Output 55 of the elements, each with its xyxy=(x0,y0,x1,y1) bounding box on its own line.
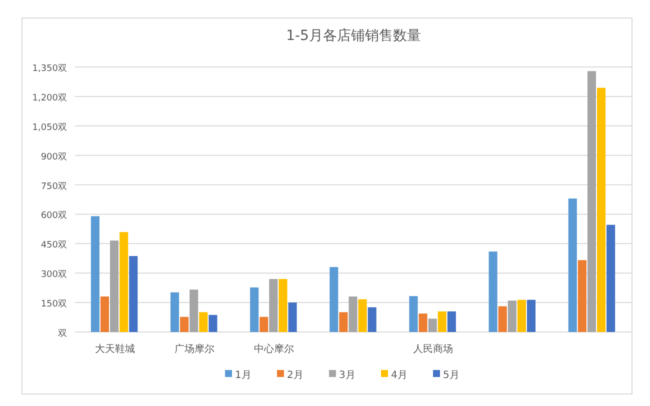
bar xyxy=(358,299,367,332)
bar xyxy=(330,267,338,332)
bar xyxy=(199,312,208,332)
bar xyxy=(447,311,456,332)
bar xyxy=(170,292,180,332)
x-tick-label: 人民商场 xyxy=(413,343,454,355)
bar xyxy=(339,312,348,332)
bar xyxy=(250,287,259,332)
x-tick-label: 大天鞋城 xyxy=(94,343,135,355)
bar xyxy=(288,302,297,332)
bar xyxy=(428,318,437,332)
bar xyxy=(578,260,586,332)
legend-label: 3月 xyxy=(339,370,356,381)
bar xyxy=(526,300,536,332)
bar xyxy=(508,300,516,332)
y-tick-label: 300双 xyxy=(40,270,67,280)
bar xyxy=(488,252,498,332)
bar xyxy=(260,316,268,332)
bar xyxy=(409,296,418,332)
bar xyxy=(190,290,198,332)
bar xyxy=(368,307,376,332)
y-tick-label: 900双 xyxy=(40,152,67,162)
bar xyxy=(90,216,100,332)
bar xyxy=(568,198,577,332)
y-tick-label: 750双 xyxy=(40,182,67,192)
chart-title: 1-5月各店铺销售数量 xyxy=(286,28,421,44)
legend-label: 4月 xyxy=(391,370,408,381)
legend-label: 5月 xyxy=(443,370,460,381)
y-tick-label: 600双 xyxy=(40,211,67,222)
y-tick-label: 1,350双 xyxy=(32,64,67,74)
x-tick-label: 广场摩尔 xyxy=(174,343,214,355)
y-tick-label: 150双 xyxy=(40,300,67,310)
bar xyxy=(208,314,218,332)
bar xyxy=(517,300,526,332)
y-tick-label: 1,050双 xyxy=(32,122,67,133)
bar xyxy=(418,314,428,332)
bar xyxy=(596,88,606,332)
legend-label: 2月 xyxy=(287,370,304,381)
bar xyxy=(278,279,288,332)
bar xyxy=(587,71,596,332)
bar xyxy=(100,296,110,332)
bar xyxy=(120,232,128,332)
bar xyxy=(269,279,278,332)
legend-label: 1月 xyxy=(235,370,252,381)
bar xyxy=(129,256,138,332)
bar xyxy=(606,224,616,332)
bar xyxy=(180,316,189,332)
y-tick-label: 双 xyxy=(58,329,67,339)
y-tick-label: 450双 xyxy=(40,240,67,251)
x-tick-label: 中心摩尔 xyxy=(254,343,294,355)
bar xyxy=(498,306,507,332)
bar xyxy=(438,311,446,332)
y-tick-label: 1,200双 xyxy=(32,93,67,104)
bar xyxy=(110,240,119,332)
bar xyxy=(348,296,358,332)
